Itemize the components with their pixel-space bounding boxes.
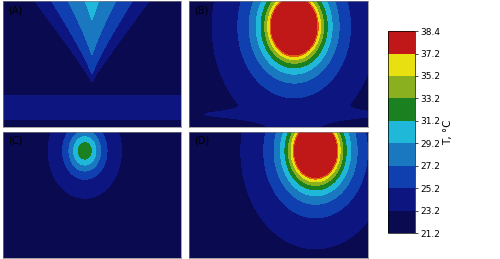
Y-axis label: T, °C: T, °C <box>442 119 452 145</box>
Text: (D): (D) <box>194 136 209 146</box>
Text: (A): (A) <box>8 5 22 15</box>
Text: (C): (C) <box>8 136 22 146</box>
Text: (B): (B) <box>194 5 208 15</box>
